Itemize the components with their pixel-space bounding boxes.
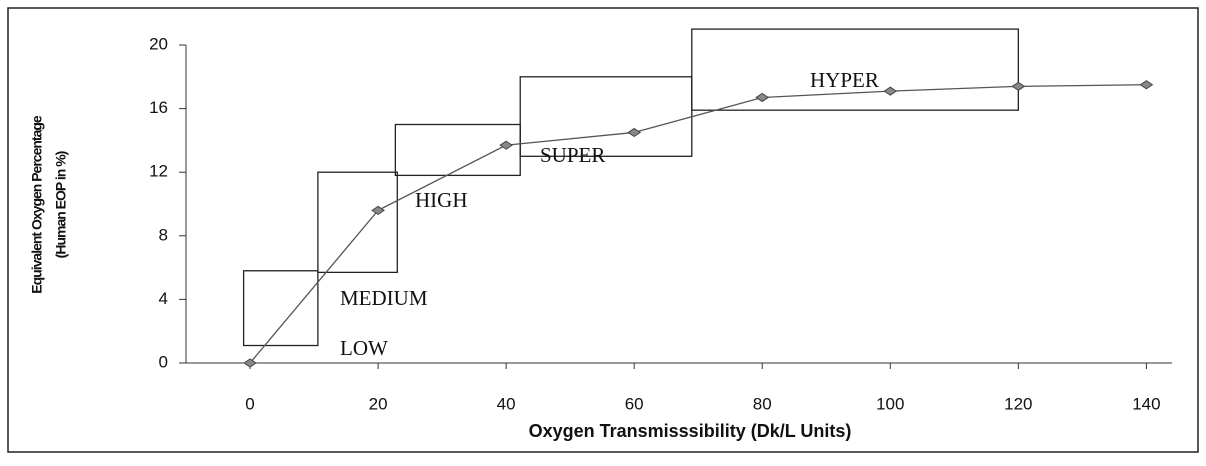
y-tick-label: 8 bbox=[159, 225, 168, 244]
region-label: MEDIUM bbox=[340, 286, 428, 310]
x-tick-label: 120 bbox=[1004, 394, 1032, 413]
data-point bbox=[499, 140, 514, 150]
x-tick-label: 20 bbox=[369, 394, 388, 413]
region-box bbox=[317, 171, 398, 274]
data-point bbox=[371, 205, 385, 215]
x-tick-label: 100 bbox=[876, 394, 904, 413]
x-tick-label: 60 bbox=[625, 394, 644, 413]
y-axis-label: (Human EOP in %) bbox=[53, 151, 69, 258]
data-point bbox=[755, 92, 770, 103]
x-axis-label: Oxygen Transmisssibility (Dk/L Units) bbox=[529, 421, 852, 441]
x-tick-label: 0 bbox=[245, 394, 254, 413]
x-tick-label: 80 bbox=[753, 394, 772, 413]
y-axis-label: Equivalent Oxygen Percentage bbox=[29, 115, 45, 294]
region-label: LOW bbox=[340, 336, 388, 360]
y-tick-label: 0 bbox=[159, 352, 168, 371]
data-point bbox=[627, 127, 642, 138]
region-box bbox=[242, 270, 319, 347]
series-line bbox=[249, 84, 1147, 364]
chart-border bbox=[7, 7, 1199, 453]
data-point bbox=[243, 358, 257, 368]
data-point bbox=[1139, 80, 1154, 90]
region-box bbox=[394, 123, 521, 177]
data-point bbox=[1011, 81, 1026, 91]
x-tick-label: 140 bbox=[1132, 394, 1160, 413]
y-tick-label: 4 bbox=[159, 289, 168, 308]
data-point bbox=[883, 86, 898, 96]
region-box bbox=[691, 28, 1019, 111]
y-tick-label: 16 bbox=[149, 98, 168, 117]
x-tick-label: 40 bbox=[497, 394, 516, 413]
y-tick-label: 12 bbox=[149, 162, 168, 181]
region-label: SUPER bbox=[540, 143, 605, 167]
region-label: HYPER bbox=[810, 68, 879, 92]
region-label: HIGH bbox=[415, 188, 468, 212]
y-tick-label: 20 bbox=[149, 34, 168, 53]
